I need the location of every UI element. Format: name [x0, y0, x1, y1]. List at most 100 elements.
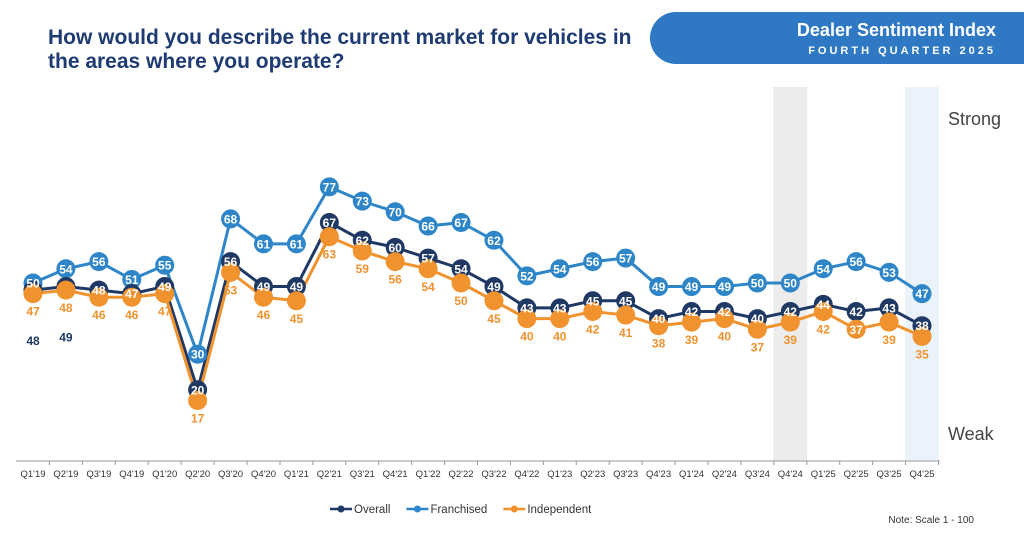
- data-label: 39: [784, 333, 798, 347]
- data-label: 47: [26, 305, 40, 319]
- data-label: 46: [257, 308, 271, 322]
- data-point-independent: [385, 252, 405, 272]
- data-label: 53: [882, 266, 896, 280]
- data-point-independent: [484, 291, 504, 311]
- data-label: 62: [487, 234, 501, 248]
- data-label: 56: [224, 255, 238, 269]
- data-label: 73: [356, 195, 370, 209]
- data-point-franchised: [418, 216, 438, 236]
- data-point-independent: [682, 312, 702, 332]
- data-label: 51: [125, 273, 139, 287]
- data-label: 20: [191, 383, 205, 397]
- data-label: 57: [421, 252, 435, 266]
- data-label: 50: [784, 277, 798, 291]
- x-tick-label: Q4'21: [383, 469, 408, 480]
- data-label: 40: [751, 312, 765, 326]
- data-point-independent: [780, 312, 800, 332]
- data-label: 42: [718, 305, 732, 319]
- data-label: 49: [652, 280, 666, 294]
- banner: Dealer Sentiment Index FOURTH QUARTER 20…: [650, 12, 1024, 64]
- data-point-franchised: [583, 252, 603, 272]
- data-label: 37: [751, 340, 765, 354]
- data-point-independent: [846, 319, 866, 339]
- series-line-independent: [32, 234, 923, 406]
- data-label: 54: [421, 280, 435, 294]
- data-label: 56: [849, 255, 863, 269]
- data-point-franchised: [879, 262, 899, 282]
- data-point-independent: [155, 284, 175, 304]
- data-label: 54: [59, 262, 73, 276]
- data-point-franchised: [89, 252, 109, 272]
- data-label: 46: [92, 308, 106, 322]
- data-point-franchised: [682, 277, 702, 297]
- data-point-independent: [418, 259, 438, 279]
- data-label: 48: [92, 284, 106, 298]
- data-point-franchised: [188, 344, 208, 364]
- data-label: 55: [158, 259, 172, 273]
- data-label: 60: [389, 241, 403, 255]
- x-tick-label: Q3'23: [613, 469, 638, 480]
- data-label: 48: [26, 334, 40, 348]
- data-label: 39: [882, 333, 896, 347]
- x-tick-label: Q4'25: [909, 469, 934, 480]
- data-point-independent: [517, 309, 537, 329]
- x-tick-label: Q4'19: [119, 469, 144, 480]
- data-point-franchised: [319, 177, 339, 197]
- data-point-independent: [912, 326, 932, 346]
- data-label: 56: [586, 255, 600, 269]
- scale-note: Note: Scale 1 - 100: [888, 515, 974, 526]
- data-point-franchised: [550, 259, 570, 279]
- data-point-franchised: [286, 234, 306, 254]
- series-line-franchised: [32, 184, 923, 360]
- data-label: 49: [290, 280, 304, 294]
- data-point-overall: [846, 301, 866, 321]
- data-point-franchised: [649, 277, 669, 297]
- data-point-franchised: [747, 273, 767, 293]
- banner-title: Dealer Sentiment Index: [796, 20, 996, 40]
- data-label: 47: [125, 287, 139, 301]
- legend-label-overall: Overall: [354, 504, 390, 516]
- data-label: 43: [553, 301, 567, 315]
- data-point-franchised: [56, 259, 76, 279]
- x-tick-label: Q1'21: [284, 469, 309, 480]
- data-point-franchised: [385, 202, 405, 222]
- data-label: 45: [290, 312, 304, 326]
- data-point-independent: [319, 227, 339, 247]
- banner-subtitle: FOURTH QUARTER 2025: [808, 45, 996, 57]
- chart-title: How would you describe the current marke…: [48, 26, 632, 73]
- data-point-franchised: [155, 255, 175, 275]
- data-label: 42: [849, 305, 863, 319]
- data-label: 56: [92, 255, 106, 269]
- data-label: 54: [553, 262, 567, 276]
- data-point-overall: [385, 237, 405, 257]
- data-label: 45: [619, 294, 633, 308]
- data-label: 77: [323, 180, 337, 194]
- highlight-band: [905, 87, 939, 461]
- data-label: 30: [191, 348, 205, 362]
- data-label: 38: [915, 319, 929, 333]
- data-point-independent: [23, 284, 43, 304]
- data-point-franchised: [451, 212, 471, 232]
- data-point-franchised: [253, 234, 273, 254]
- data-label: 37: [849, 323, 863, 337]
- data-label: 61: [257, 237, 271, 251]
- data-point-franchised: [484, 230, 504, 250]
- x-tick-label: Q1'19: [20, 469, 45, 480]
- data-label: 52: [520, 269, 534, 283]
- data-label: 54: [454, 262, 468, 276]
- data-point-independent: [253, 287, 273, 307]
- data-point-independent: [286, 291, 306, 311]
- y-annotation-strong: Strong: [948, 109, 1001, 129]
- legend-label-franchised: Franchised: [430, 504, 487, 516]
- data-label: 49: [487, 280, 501, 294]
- data-point-independent: [616, 305, 636, 325]
- data-point-overall: [879, 298, 899, 318]
- data-label: 47: [158, 305, 172, 319]
- data-point-franchised: [616, 248, 636, 268]
- data-label: 42: [817, 322, 831, 336]
- data-label: 57: [619, 252, 633, 266]
- data-point-overall: [616, 291, 636, 311]
- data-point-franchised: [352, 191, 372, 211]
- data-point-independent: [352, 241, 372, 261]
- data-label: 48: [59, 301, 73, 315]
